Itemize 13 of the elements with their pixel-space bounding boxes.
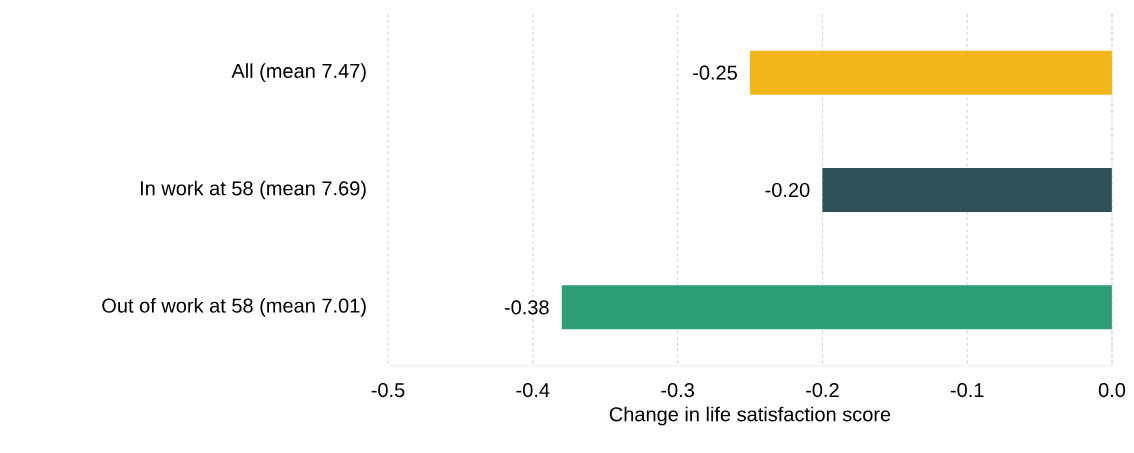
data-label: -0.20	[765, 182, 810, 198]
x-tick-label: -0.1	[950, 382, 984, 398]
x-axis-title: Change in life satisfaction score	[609, 406, 891, 426]
x-tick-label: -0.4	[516, 382, 550, 398]
y-tick-label: In work at 58 (mean 7.69)	[140, 180, 366, 200]
x-tick-label: -0.3	[661, 382, 694, 398]
data-label: -0.38	[504, 300, 549, 315]
x-tick-label: -0.2	[806, 382, 839, 398]
x-tick-label: 0.0	[1098, 382, 1126, 398]
y-tick-label: Out of work at 58 (mean 7.01)	[102, 298, 366, 317]
y-tick-label: All (mean 7.47)	[231, 63, 366, 82]
x-tick-label: -0.5	[371, 382, 405, 398]
data-label: -0.25	[693, 65, 737, 80]
